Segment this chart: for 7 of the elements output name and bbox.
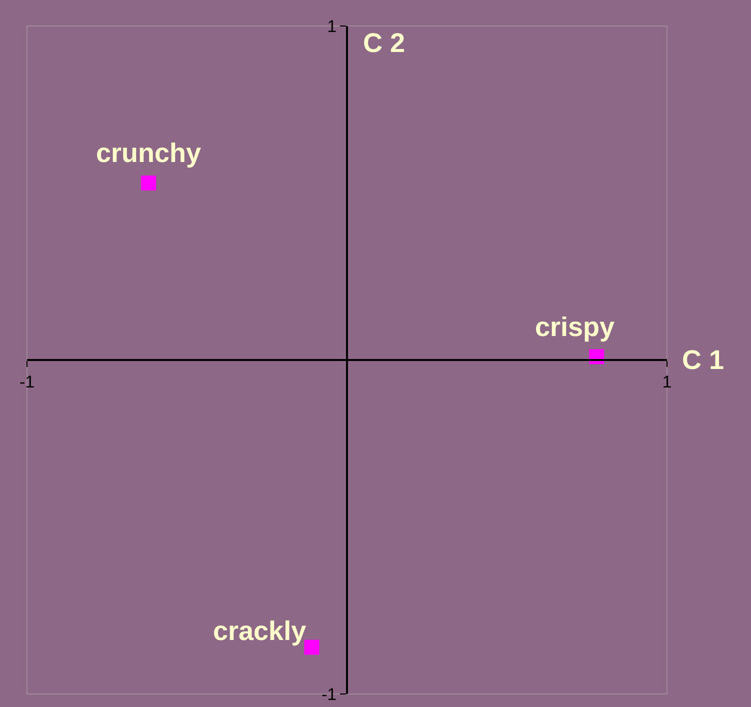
point (304, 640, 320, 655)
y-axis-title: C 2 (363, 28, 406, 58)
point (141, 175, 156, 190)
annotation: crackly (213, 616, 306, 646)
x-axis-title: C 1 (682, 345, 724, 375)
annotation: crispy (535, 312, 615, 342)
annotation: crunchy (96, 138, 202, 168)
